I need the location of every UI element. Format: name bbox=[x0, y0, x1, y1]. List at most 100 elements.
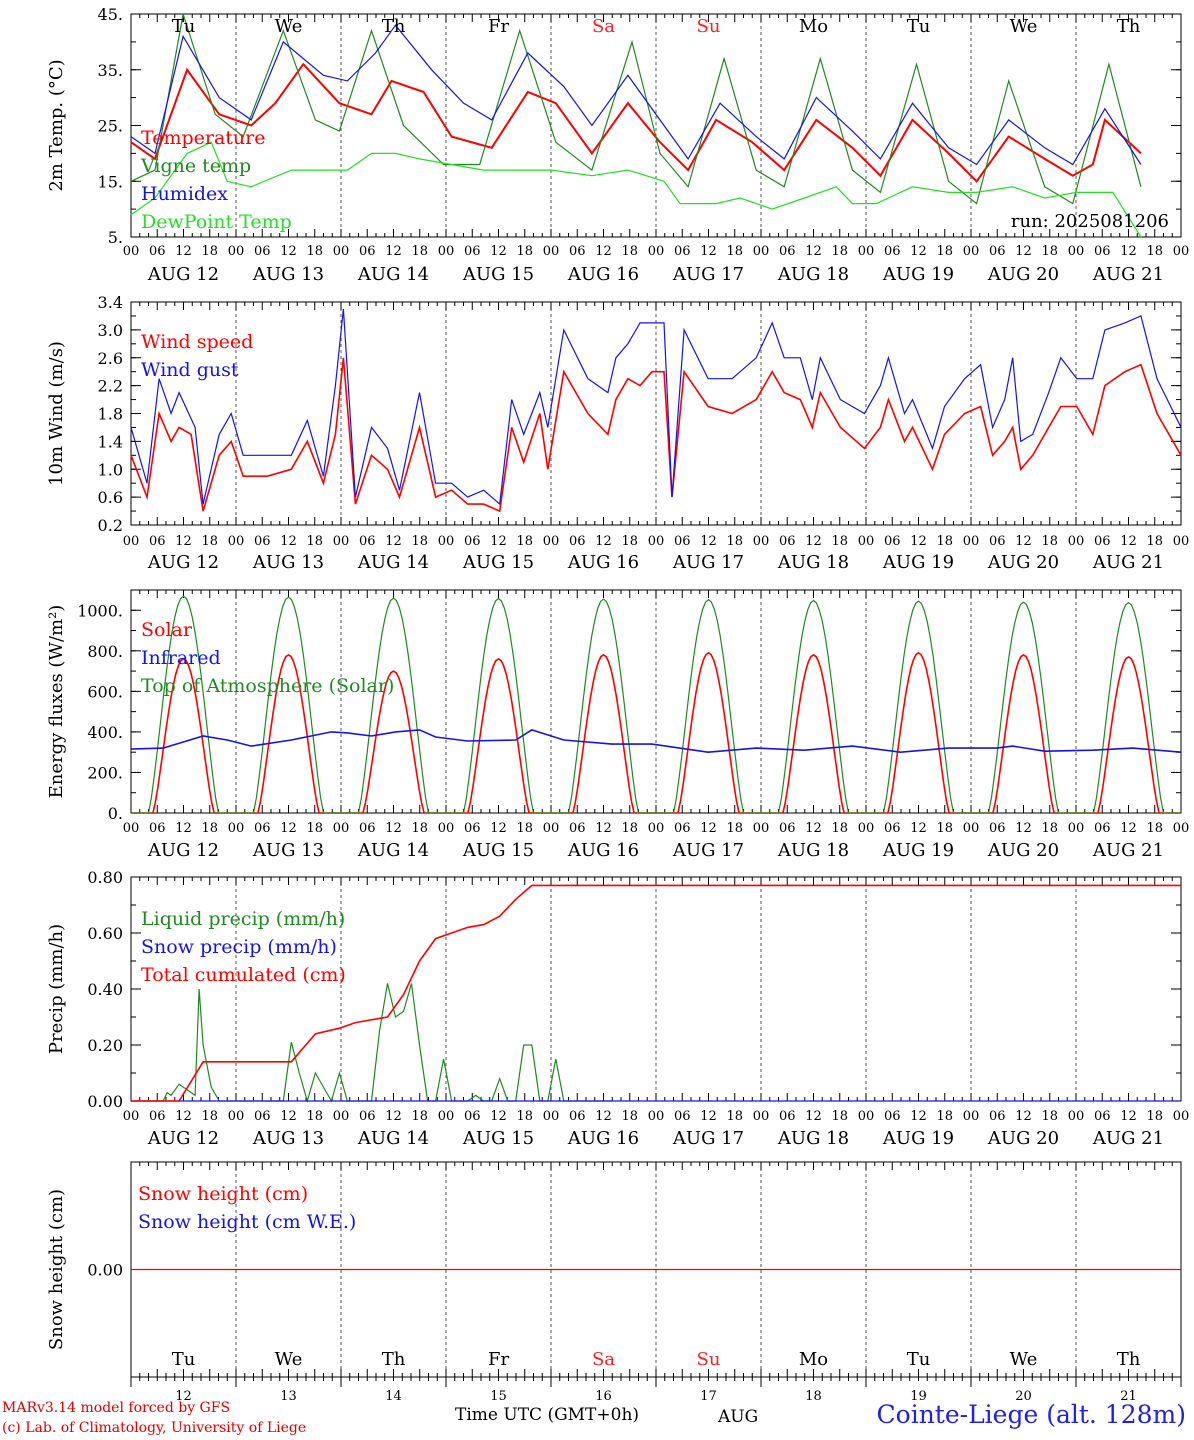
series-line-vigne-temp bbox=[130, 13, 1142, 205]
hour-tick-label: 12 bbox=[595, 534, 612, 549]
hour-tick-label: 18 bbox=[1041, 821, 1058, 836]
hour-tick-label: 06 bbox=[149, 244, 166, 259]
hour-tick-label: 06 bbox=[779, 534, 796, 549]
hour-tick-label: 18 bbox=[831, 244, 848, 259]
y-tick-label: 35. bbox=[98, 61, 123, 80]
hour-tick-label: 00 bbox=[333, 244, 350, 259]
hour-tick-label: 06 bbox=[254, 1109, 271, 1124]
hour-tick-label: 00 bbox=[858, 244, 875, 259]
hour-tick-label: 12 bbox=[595, 244, 612, 259]
date-label: AUG 13 bbox=[252, 264, 324, 285]
series-line-top-of-atmosphere-solar- bbox=[131, 595, 1181, 814]
day-number-label: 19 bbox=[910, 1389, 927, 1404]
lab-credit: (c) Lab. of Climatology, University of L… bbox=[2, 1420, 307, 1436]
hour-tick-label: 12 bbox=[385, 1109, 402, 1124]
hour-tick-label: 18 bbox=[306, 1109, 323, 1124]
hour-tick-label: 12 bbox=[910, 1109, 927, 1124]
hour-tick-label: 18 bbox=[1146, 534, 1163, 549]
date-label: AUG 18 bbox=[777, 552, 849, 573]
day-of-week-label: Th bbox=[1117, 1349, 1141, 1370]
hour-tick-label: 06 bbox=[989, 821, 1006, 836]
day-of-week-label: Fr bbox=[488, 1349, 509, 1370]
hour-tick-label: 06 bbox=[359, 244, 376, 259]
station-name: Cointe-Liege (alt. 128m) bbox=[876, 1400, 1186, 1429]
hour-tick-label: 18 bbox=[201, 821, 218, 836]
y-tick-label: 3.4 bbox=[98, 293, 123, 312]
day-of-week-label: We bbox=[1010, 16, 1038, 37]
y-tick-label: 3.0 bbox=[98, 321, 123, 340]
hour-tick-label: 12 bbox=[805, 244, 822, 259]
hour-tick-label: 18 bbox=[621, 534, 638, 549]
y-tick-label: 600. bbox=[87, 682, 123, 701]
hour-tick-label: 00 bbox=[438, 821, 455, 836]
hour-tick-label: 12 bbox=[175, 244, 192, 259]
hour-tick-label: 00 bbox=[753, 244, 770, 259]
hour-tick-label: 00 bbox=[1173, 244, 1190, 259]
hour-tick-label: 06 bbox=[569, 1109, 586, 1124]
hour-tick-label: 18 bbox=[726, 821, 743, 836]
date-label: AUG 12 bbox=[147, 552, 219, 573]
hour-tick-label: 18 bbox=[936, 244, 953, 259]
hour-tick-label: 18 bbox=[936, 534, 953, 549]
day-of-week-label: Tu bbox=[907, 1349, 931, 1370]
hour-tick-label: 18 bbox=[726, 1109, 743, 1124]
hour-tick-label: 12 bbox=[490, 534, 507, 549]
hour-tick-label: 12 bbox=[490, 821, 507, 836]
date-label: AUG 12 bbox=[147, 264, 219, 285]
hour-tick-label: 18 bbox=[411, 1109, 428, 1124]
y-axis-title: Snow height (cm) bbox=[46, 1189, 67, 1350]
hour-tick-label: 12 bbox=[595, 821, 612, 836]
legend-snow-height-cm-w-e-: Snow height (cm W.E.) bbox=[138, 1211, 356, 1233]
hour-tick-label: 12 bbox=[280, 821, 297, 836]
day-number-label: 18 bbox=[805, 1389, 822, 1404]
hour-tick-label: 12 bbox=[805, 534, 822, 549]
y-tick-label: 200. bbox=[87, 763, 123, 782]
hour-tick-label: 00 bbox=[753, 534, 770, 549]
hour-tick-label: 18 bbox=[1041, 1109, 1058, 1124]
day-of-week-label: Th bbox=[382, 16, 406, 37]
panel-precip bbox=[130, 876, 1182, 1104]
y-tick-label: 400. bbox=[87, 723, 123, 742]
date-label: AUG 18 bbox=[777, 1128, 849, 1149]
hour-tick-label: 00 bbox=[963, 1109, 980, 1124]
panel-frame bbox=[130, 589, 1182, 814]
hour-tick-label: 00 bbox=[123, 1109, 140, 1124]
hour-tick-label: 12 bbox=[175, 821, 192, 836]
date-label: AUG 16 bbox=[567, 264, 639, 285]
hour-tick-label: 00 bbox=[123, 821, 140, 836]
hour-tick-label: 00 bbox=[1173, 821, 1190, 836]
panel-energy bbox=[130, 589, 1182, 814]
hour-tick-label: 12 bbox=[1120, 534, 1137, 549]
hour-tick-label: 06 bbox=[569, 534, 586, 549]
month-label: AUG bbox=[717, 1407, 758, 1427]
hour-tick-label: 00 bbox=[333, 534, 350, 549]
day-of-week-label: We bbox=[275, 1349, 303, 1370]
date-label: AUG 19 bbox=[882, 264, 954, 285]
hour-tick-label: 18 bbox=[621, 821, 638, 836]
hour-tick-label: 12 bbox=[1015, 1109, 1032, 1124]
legend-humidex: Humidex bbox=[141, 183, 228, 205]
legend-wind-gust: Wind gust bbox=[141, 359, 239, 381]
date-label: AUG 13 bbox=[252, 1128, 324, 1149]
hour-tick-label: 18 bbox=[1146, 1109, 1163, 1124]
hour-tick-label: 18 bbox=[936, 821, 953, 836]
hour-tick-label: 00 bbox=[858, 821, 875, 836]
legend-top-of-atmosphere-solar-: Top of Atmosphere (Solar) bbox=[141, 675, 394, 697]
date-label: AUG 14 bbox=[357, 840, 429, 861]
hour-tick-label: 12 bbox=[1120, 821, 1137, 836]
date-label: AUG 18 bbox=[777, 840, 849, 861]
date-label: AUG 17 bbox=[672, 552, 744, 573]
hour-tick-label: 12 bbox=[700, 534, 717, 549]
legend-vigne-temp: Vigne temp bbox=[140, 155, 251, 177]
y-tick-label: 0.2 bbox=[98, 516, 123, 535]
day-number-label: 12 bbox=[175, 1389, 192, 1404]
model-credit: MARv3.14 model forced by GFS bbox=[2, 1400, 231, 1416]
hour-tick-label: 12 bbox=[595, 1109, 612, 1124]
hour-tick-label: 00 bbox=[333, 821, 350, 836]
date-label: AUG 16 bbox=[567, 552, 639, 573]
hour-tick-label: 12 bbox=[280, 1109, 297, 1124]
day-of-week-label: Fr bbox=[488, 16, 509, 37]
panel-frame bbox=[130, 301, 1182, 526]
date-label: AUG 18 bbox=[777, 264, 849, 285]
hour-tick-label: 00 bbox=[543, 244, 560, 259]
